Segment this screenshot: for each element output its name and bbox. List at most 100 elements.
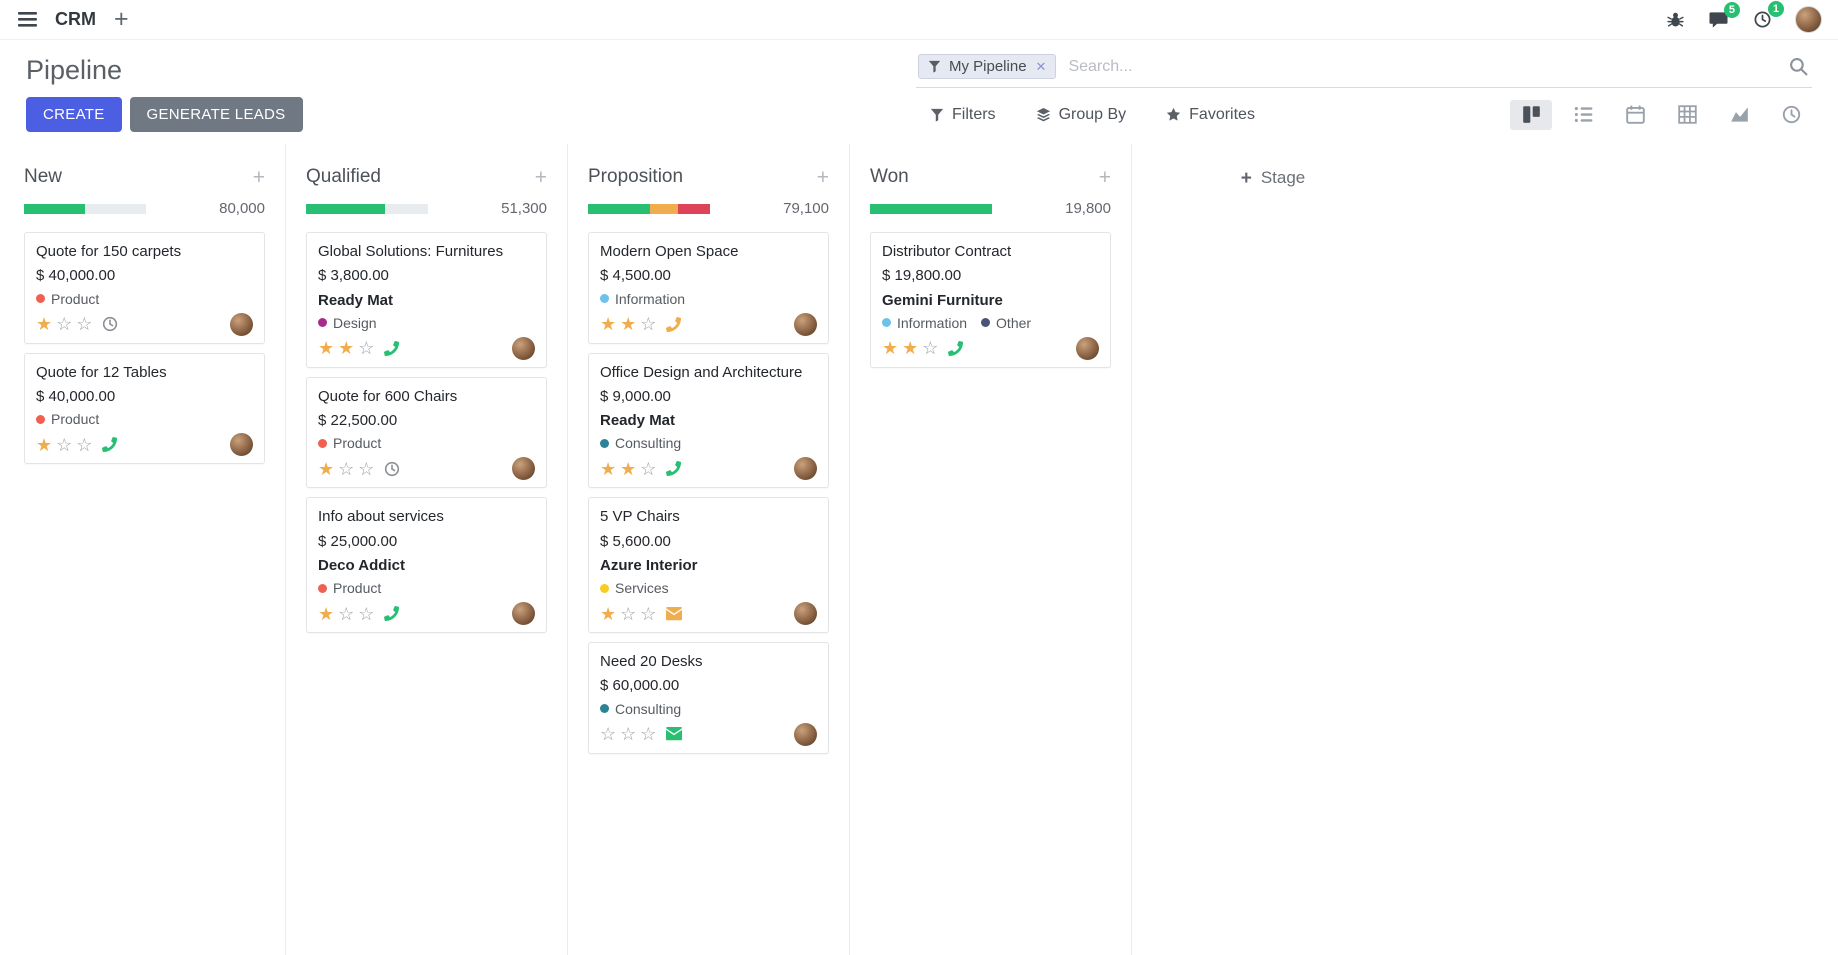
activities-button[interactable]: 1 xyxy=(1751,1,1784,31)
priority-star[interactable]: ★ xyxy=(620,314,637,334)
progress-segment-success[interactable] xyxy=(588,203,651,214)
priority-star[interactable]: ☆ xyxy=(358,338,375,359)
debug-button[interactable] xyxy=(1665,9,1686,30)
app-name-menu[interactable]: CRM xyxy=(55,9,96,29)
column-quick-add-button[interactable]: + xyxy=(1098,165,1111,189)
kanban-card[interactable]: Quote for 600 Chairs $ 22,500.00 Product… xyxy=(306,376,547,489)
envelope-activity-icon[interactable] xyxy=(666,606,683,621)
tag-color-dot xyxy=(882,318,891,328)
priority-star[interactable]: ★ xyxy=(36,434,53,455)
group-by-button[interactable]: Group By xyxy=(1036,106,1126,124)
priority-star[interactable]: ★ xyxy=(36,314,53,334)
column-cards: Quote for 150 carpets $ 40,000.00 Produc… xyxy=(24,232,265,464)
create-button[interactable]: CREATE xyxy=(26,97,122,132)
kanban-card[interactable]: 5 VP Chairs $ 5,600.00 Azure Interior Se… xyxy=(588,497,829,633)
column-title[interactable]: New xyxy=(24,166,63,187)
priority-star[interactable]: ☆ xyxy=(358,603,375,624)
column-title[interactable]: Won xyxy=(870,166,909,187)
kanban-card[interactable]: Distributor Contract $ 19,800.00 Gemini … xyxy=(870,232,1111,368)
view-switcher-list[interactable] xyxy=(1562,100,1604,130)
column-quick-add-button[interactable]: + xyxy=(816,165,829,189)
calendar-view-icon xyxy=(1625,105,1645,124)
column-quick-add-button[interactable]: + xyxy=(252,165,265,189)
clock-activity-icon[interactable] xyxy=(384,461,400,477)
column-quick-add-button[interactable]: + xyxy=(534,165,547,189)
priority-star[interactable]: ☆ xyxy=(338,603,355,624)
top-navbar: CRM + 5 1 xyxy=(0,0,1838,40)
kanban-card[interactable]: Quote for 150 carpets $ 40,000.00 Produc… xyxy=(24,232,265,344)
card-avatar xyxy=(512,457,535,481)
priority-star[interactable]: ☆ xyxy=(640,603,657,624)
column-title[interactable]: Proposition xyxy=(588,166,684,187)
search-facet[interactable]: My Pipeline ✕ xyxy=(918,54,1057,79)
add-menu-button[interactable]: + xyxy=(112,5,131,34)
priority-star[interactable]: ★ xyxy=(600,458,617,479)
priority-star[interactable]: ☆ xyxy=(76,314,93,334)
priority-star[interactable]: ☆ xyxy=(640,724,657,744)
progress-segment-success[interactable] xyxy=(24,203,85,214)
priority-star[interactable]: ☆ xyxy=(76,434,93,455)
clock-activity-icon[interactable] xyxy=(102,316,118,332)
view-switcher-pivot[interactable] xyxy=(1666,100,1708,130)
priority-star[interactable]: ☆ xyxy=(56,434,73,455)
kanban-card[interactable]: Info about services $ 25,000.00 Deco Add… xyxy=(306,497,547,633)
phone-activity-icon[interactable] xyxy=(666,461,682,477)
phone-activity-icon[interactable] xyxy=(384,606,400,621)
messages-button[interactable]: 5 xyxy=(1707,1,1740,31)
phone-activity-icon[interactable] xyxy=(948,340,964,356)
kanban-card[interactable]: Need 20 Desks $ 60,000.00 Consulting ☆ ☆ ☆ xyxy=(588,642,829,754)
favorites-button[interactable]: Favorites xyxy=(1166,106,1255,124)
card-footer: ★ ☆ ☆ xyxy=(318,457,535,481)
phone-activity-icon[interactable] xyxy=(666,316,682,332)
search-input[interactable] xyxy=(1056,54,1789,79)
progress-segment-danger[interactable] xyxy=(678,203,710,214)
priority-star[interactable]: ☆ xyxy=(620,603,637,624)
view-switcher-graph[interactable] xyxy=(1718,100,1760,130)
column-progressbar[interactable] xyxy=(588,203,710,214)
priority-star[interactable]: ☆ xyxy=(620,724,637,744)
priority-star[interactable]: ☆ xyxy=(922,338,939,359)
priority-star[interactable]: ☆ xyxy=(640,314,657,334)
user-avatar[interactable] xyxy=(1795,6,1822,33)
priority-star[interactable]: ★ xyxy=(318,603,335,624)
progress-segment-warning[interactable] xyxy=(650,203,679,214)
priority-star[interactable]: ☆ xyxy=(56,314,73,334)
add-stage-button[interactable]: + Stage xyxy=(1241,168,1306,188)
priority-star[interactable]: ★ xyxy=(338,338,355,359)
priority-star[interactable]: ★ xyxy=(318,458,335,479)
column-progressbar[interactable] xyxy=(870,203,992,214)
priority-star[interactable]: ☆ xyxy=(338,458,355,479)
progress-segment-success[interactable] xyxy=(306,203,386,214)
view-switcher-kanban[interactable] xyxy=(1510,99,1552,130)
apps-menu-button[interactable] xyxy=(16,10,39,29)
kanban-card[interactable]: Office Design and Architecture $ 9,000.0… xyxy=(588,352,829,489)
control-panel-button-row: CREATE GENERATE LEADS Filters Group By F… xyxy=(26,97,1812,132)
priority-star[interactable]: ★ xyxy=(600,603,617,624)
phone-activity-icon[interactable] xyxy=(102,437,118,452)
column-progressbar[interactable] xyxy=(24,203,146,214)
priority-star[interactable]: ★ xyxy=(318,338,335,359)
priority-star[interactable]: ★ xyxy=(620,458,637,479)
filters-button[interactable]: Filters xyxy=(930,106,996,124)
priority-star[interactable]: ★ xyxy=(882,338,899,359)
kanban-card[interactable]: Modern Open Space $ 4,500.00 Information… xyxy=(588,232,829,344)
facet-remove-button[interactable]: ✕ xyxy=(1035,58,1047,74)
phone-activity-icon[interactable] xyxy=(384,340,400,356)
column-progressbar[interactable] xyxy=(306,203,428,214)
search-submit-button[interactable] xyxy=(1789,57,1808,76)
progress-segment-success[interactable] xyxy=(870,203,992,214)
envelope-activity-icon[interactable] xyxy=(666,727,683,741)
kanban-card[interactable]: Quote for 12 Tables $ 40,000.00 Product … xyxy=(24,352,265,464)
card-footer: ★ ☆ ☆ xyxy=(36,312,253,336)
column-title[interactable]: Qualified xyxy=(306,166,381,187)
view-switcher-activity[interactable] xyxy=(1770,100,1812,130)
kanban-card[interactable]: Global Solutions: Furnitures $ 3,800.00 … xyxy=(306,232,547,368)
favorites-label: Favorites xyxy=(1189,105,1255,123)
priority-star[interactable]: ☆ xyxy=(358,458,375,479)
priority-star[interactable]: ☆ xyxy=(600,724,617,744)
priority-star[interactable]: ☆ xyxy=(640,458,657,479)
priority-star[interactable]: ★ xyxy=(600,314,617,334)
generate-leads-button[interactable]: GENERATE LEADS xyxy=(129,97,303,132)
view-switcher-calendar[interactable] xyxy=(1614,100,1656,130)
priority-star[interactable]: ★ xyxy=(902,338,919,359)
